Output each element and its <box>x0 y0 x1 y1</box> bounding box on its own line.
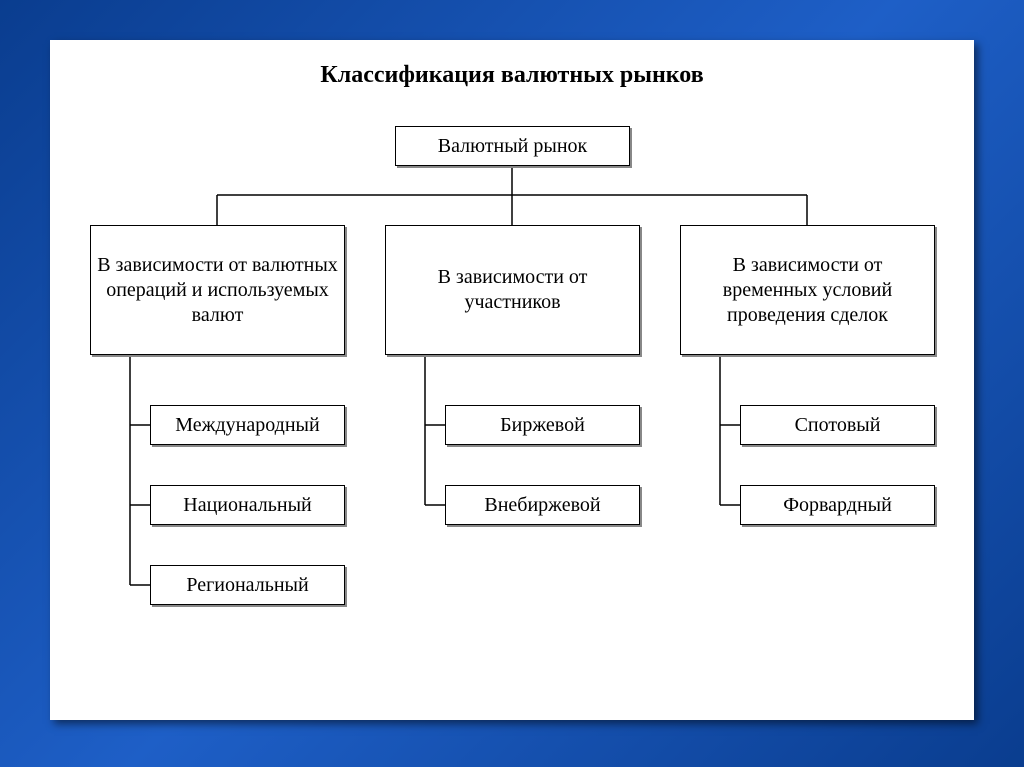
leaf-node-1-0: Биржевой <box>445 405 640 445</box>
leaf-node-0-0: Международный <box>150 405 345 445</box>
branch-node-0: В зависимости от валютных операций и исп… <box>90 225 345 355</box>
leaf-node-0-1: Национальный <box>150 485 345 525</box>
leaf-node-2-1: Форвардный <box>740 485 935 525</box>
diagram-title: Классификация валютных рынков <box>50 62 974 89</box>
leaf-node-0-2: Региональный <box>150 565 345 605</box>
leaf-node-1-1: Внебиржевой <box>445 485 640 525</box>
slide-canvas: Классификация валютных рынков Валютный р… <box>50 40 974 720</box>
branch-node-2: В зависимости от временных условий прове… <box>680 225 935 355</box>
leaf-node-2-0: Спотовый <box>740 405 935 445</box>
branch-node-1: В зависимости от участников <box>385 225 640 355</box>
root-node: Валютный рынок <box>395 126 630 166</box>
